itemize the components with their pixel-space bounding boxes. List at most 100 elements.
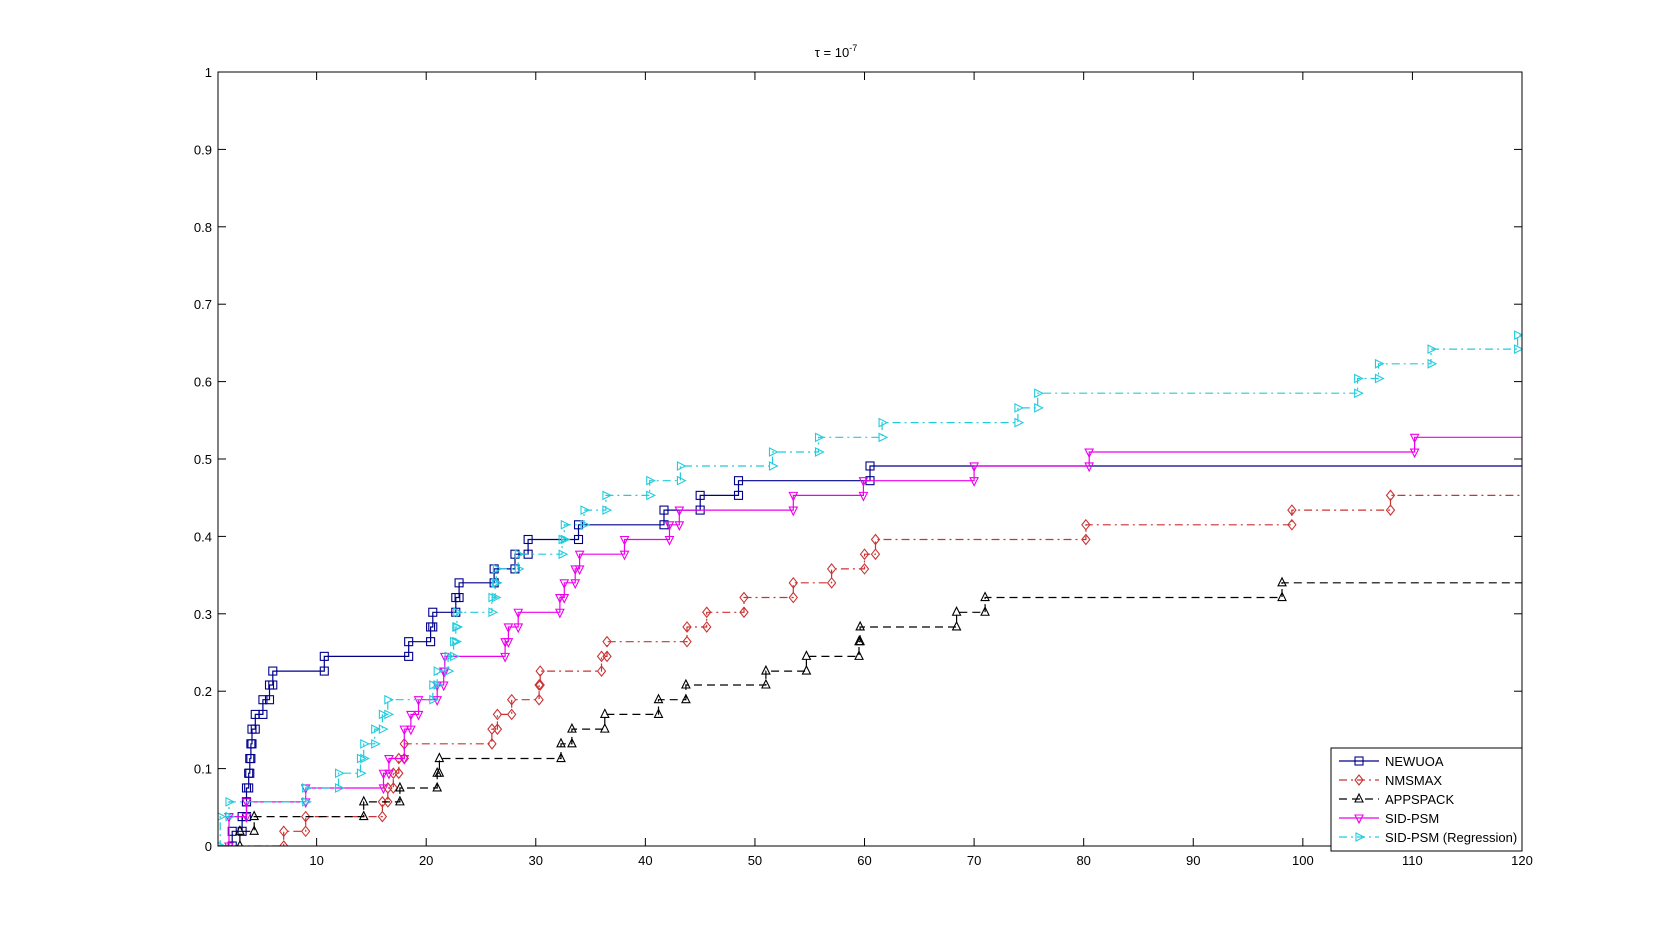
legend-label: NEWUOA [1385,754,1444,769]
x-tick-label: 30 [529,853,543,868]
data-point [653,708,664,718]
data-point [241,798,252,809]
data-point [514,549,525,560]
data-point [674,506,685,517]
data-point [279,840,289,846]
data-point [453,622,464,632]
data-point [1081,533,1091,546]
data-point [413,696,424,706]
data-point [250,724,260,734]
data-point [574,565,585,576]
data-point [653,693,664,704]
y-tick-label: 0.6 [194,375,212,390]
data-point [659,520,669,530]
data-point [454,578,464,588]
data-point [399,754,410,765]
x-tick-label: 120 [1511,853,1533,868]
series-line-3 [218,582,1522,846]
data-point [394,767,404,780]
legend-label: NMSMAX [1385,773,1442,788]
data-point [487,737,497,750]
data-point [360,738,370,749]
data-point [300,810,311,823]
series-layer [218,330,1522,846]
data-point [227,826,237,836]
data-point [383,796,393,808]
data-point [534,693,544,706]
data-point [454,592,464,603]
data-point [602,490,613,501]
data-point [567,737,577,748]
data-point [602,505,613,515]
data-point [513,608,524,619]
y-tick-label: 0.2 [194,684,212,699]
series-4 [218,433,1522,846]
data-point [245,768,255,778]
data-point [334,768,345,779]
data-point [761,678,771,689]
data-point [1277,576,1287,587]
data-point [702,621,712,633]
data-point [1081,518,1091,531]
data-point [224,842,234,846]
data-point [761,664,771,675]
data-point [951,606,962,616]
data-point [854,650,864,660]
data-point [433,666,444,676]
data-point [1354,388,1364,399]
data-point [1427,358,1438,369]
data-point [870,533,881,546]
data-point [534,679,544,691]
data-point [733,490,744,500]
data-point [371,738,381,749]
data-point [513,623,524,634]
data-point [488,592,499,603]
data-point [855,635,866,646]
data-point [664,521,675,532]
x-tick-label: 40 [638,853,652,868]
data-point [768,447,779,457]
data-point [258,695,268,705]
data-point [444,666,455,676]
data-point [602,635,612,648]
data-point [378,709,389,720]
data-point [378,784,389,795]
y-tick-label: 0.4 [194,529,212,544]
data-point [980,591,990,602]
data-point [500,652,510,663]
data-point [405,710,416,721]
chart-title-exponent: -7 [849,43,857,53]
legend-label: SID-PSM [1385,811,1439,826]
series-line-4 [218,436,1522,846]
data-point [619,535,630,546]
data-point [450,636,460,647]
data-point [855,620,866,631]
x-tick-label: 20 [419,853,433,868]
data-point [558,549,569,560]
data-point [682,635,692,648]
data-point [801,650,812,660]
data-point [573,534,584,545]
data-point [356,768,367,779]
data-point [241,813,252,823]
data-point [334,783,345,793]
data-point [433,680,444,690]
data-point [371,724,381,735]
x-tick-label: 100 [1292,853,1314,868]
data-point [1409,433,1420,444]
legend-marker [1354,756,1364,766]
data-point [858,491,869,502]
x-tick-label: 110 [1402,853,1423,868]
data-point [676,475,687,486]
data-point [384,709,395,720]
data-point [428,607,438,617]
data-point [558,534,569,545]
data-point [300,825,311,838]
data-point [788,491,799,502]
data-point [664,535,675,546]
data-point [681,678,691,689]
data-point [491,592,502,603]
x-tick-label: 60 [857,853,871,868]
data-point [405,725,416,736]
data-point [859,563,870,575]
